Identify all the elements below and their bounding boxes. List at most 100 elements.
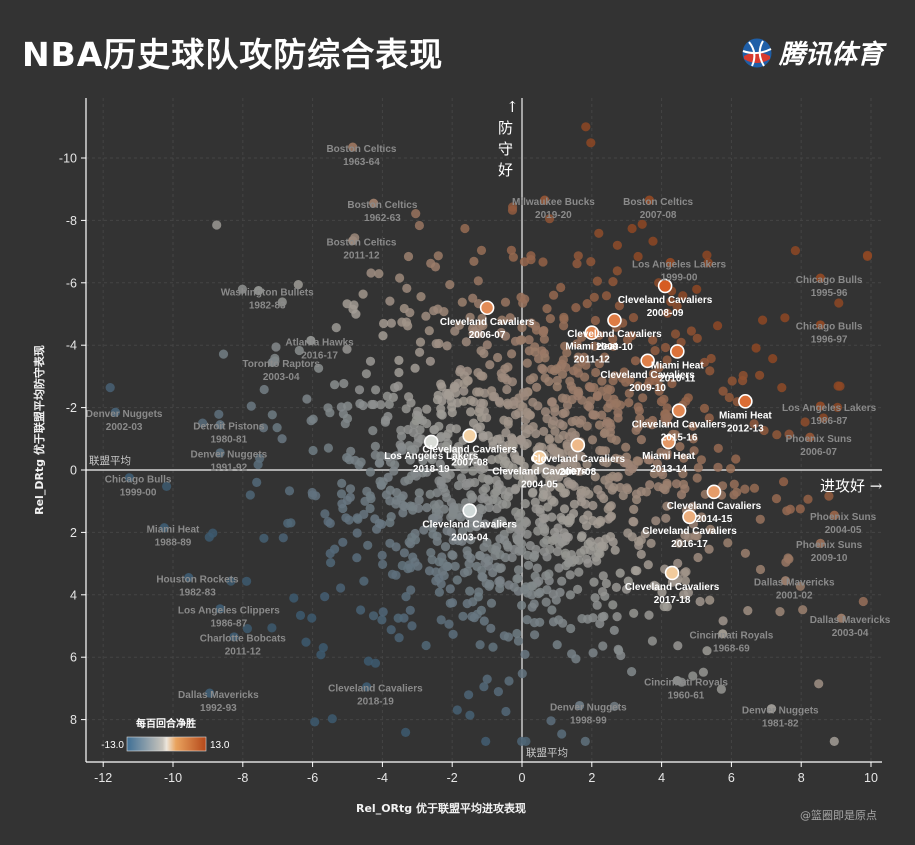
data-point [743, 606, 753, 616]
data-point [680, 530, 690, 540]
data-point [628, 516, 638, 527]
data-point [343, 401, 353, 411]
season-label: 1968-69 [713, 644, 750, 655]
data-point [636, 435, 647, 445]
data-point [460, 223, 470, 234]
data-point [508, 463, 518, 473]
data-point [468, 466, 478, 476]
data-point [862, 251, 873, 261]
data-point [505, 524, 515, 534]
data-point [566, 623, 576, 634]
data-point [672, 676, 682, 686]
highlight-point [584, 325, 600, 341]
data-point [432, 536, 442, 547]
data-point [805, 432, 815, 442]
season-label: 2001-02 [776, 591, 813, 602]
data-point [323, 443, 333, 453]
data-point [462, 546, 472, 556]
data-point [517, 335, 527, 345]
data-point [352, 528, 362, 538]
y-tick-label: -4 [66, 339, 77, 353]
data-point [475, 551, 485, 561]
data-point [366, 268, 376, 278]
data-point [613, 408, 623, 418]
season-label: 1986-87 [811, 416, 848, 427]
data-point [295, 610, 306, 621]
team-label: Cincinnati Royals [644, 677, 728, 688]
data-point [576, 548, 586, 558]
data-point [631, 489, 642, 499]
data-point [549, 366, 560, 376]
data-point [749, 419, 759, 429]
data-point [594, 359, 604, 369]
data-point [633, 381, 643, 391]
data-point [433, 304, 443, 314]
data-point [383, 452, 393, 462]
data-point [662, 501, 672, 511]
data-point [539, 526, 550, 537]
data-point [237, 284, 247, 294]
data-point [612, 240, 623, 250]
data-point [306, 335, 316, 346]
data-point [277, 434, 287, 444]
data-point [349, 300, 359, 310]
data-point [403, 251, 414, 262]
data-point [543, 502, 553, 512]
data-point [481, 578, 491, 589]
data-point [686, 326, 697, 336]
data-point [835, 381, 845, 391]
data-point [706, 353, 716, 364]
season-label: 1982-83 [249, 300, 286, 311]
data-point [629, 608, 639, 618]
data-point [318, 643, 328, 653]
data-point [520, 584, 530, 595]
data-point [647, 420, 657, 430]
data-point [601, 534, 611, 544]
data-point [488, 642, 498, 652]
data-point [377, 550, 387, 561]
x-tick-label: -8 [237, 771, 248, 785]
team-label: Boston Celtics [326, 237, 396, 248]
data-point [436, 404, 446, 414]
data-point [496, 327, 506, 338]
data-point [552, 547, 563, 557]
season-label: 1962-63 [364, 213, 401, 224]
data-point [415, 347, 425, 357]
data-point [638, 393, 648, 403]
data-point [411, 209, 421, 219]
data-point [724, 392, 734, 403]
data-point [406, 398, 416, 408]
data-point [362, 682, 372, 692]
data-point [444, 619, 454, 629]
data-point [603, 403, 613, 413]
data-point [534, 576, 544, 586]
data-point [480, 519, 490, 529]
data-point [544, 433, 554, 444]
data-point [630, 565, 640, 576]
data-point [531, 463, 541, 473]
data-point [355, 399, 365, 409]
data-point [405, 605, 415, 615]
season-label: 2006-07 [800, 447, 837, 458]
data-point [635, 414, 645, 424]
data-point [336, 583, 346, 593]
data-point [397, 317, 407, 327]
data-point [366, 494, 376, 504]
data-point [452, 575, 462, 585]
data-point [592, 391, 602, 402]
data-point [459, 386, 469, 396]
data-point [449, 383, 459, 393]
season-label: 1995-96 [811, 288, 848, 299]
data-point [493, 352, 503, 363]
data-point [452, 705, 462, 715]
data-point [212, 220, 222, 230]
data-point [532, 382, 542, 392]
highlight-team-label: Cleveland Cavaliers [567, 329, 662, 340]
data-point [572, 259, 582, 269]
data-point [611, 398, 622, 408]
data-point [574, 555, 584, 565]
data-point [517, 669, 527, 679]
data-point [434, 557, 444, 567]
data-point [184, 573, 194, 583]
data-point [277, 297, 287, 307]
